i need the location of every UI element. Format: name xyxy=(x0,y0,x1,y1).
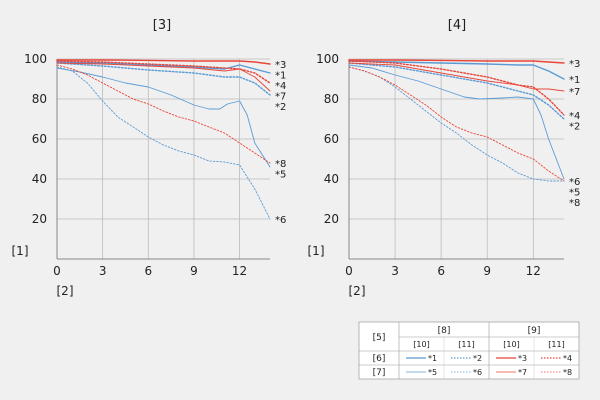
series-line-curve-7 xyxy=(348,62,565,92)
y-tick-label: 100 xyxy=(316,52,339,66)
x-axis-label: [2] xyxy=(349,284,366,298)
series-line-curve-6 xyxy=(348,66,565,182)
legend-row-label: [6] xyxy=(373,354,386,364)
y-axis-label: [1] xyxy=(12,244,29,258)
series-line-curve-3 xyxy=(348,59,565,64)
series-line-curve-2 xyxy=(56,62,271,96)
series-end-label: *1 xyxy=(275,71,286,82)
y-tick-label: 80 xyxy=(324,92,339,106)
x-tick-label: 0 xyxy=(345,264,353,278)
legend-sub-header: [10] xyxy=(413,340,429,349)
legend-item: *8 xyxy=(563,368,572,377)
right-chart: [4] 20 40 60 80 100 0 3 6 9 12 *3 *1*7 *4*2 *6*5*8 [1… xyxy=(308,18,581,298)
series-line-curve-8 xyxy=(348,66,565,182)
series-end-label: *2 xyxy=(569,122,580,133)
series-end-label: *8 xyxy=(569,198,580,209)
left-chart: [3] 20 40 60 80 100 0 3 6 9 12 *3*1*4*7*2 *8*5 *6 [1… xyxy=(12,18,287,298)
chart-title: [3] xyxy=(153,18,171,33)
series-end-label: *3 xyxy=(569,59,580,70)
series-line-curve-5 xyxy=(56,67,271,168)
x-tick-label: 3 xyxy=(391,264,399,278)
series-line-curve-8 xyxy=(56,64,271,164)
legend-item: *4 xyxy=(563,354,572,363)
legend-group-header: [9] xyxy=(528,326,541,336)
series-end-label: *7 xyxy=(275,92,286,103)
legend-item: *1 xyxy=(428,354,437,363)
x-tick-label: 0 xyxy=(53,264,61,278)
y-axis-label: [1] xyxy=(308,244,325,258)
x-tick-label: 6 xyxy=(144,264,152,278)
legend-item: *6 xyxy=(473,368,482,377)
legend-item: *2 xyxy=(473,354,482,363)
x-tick-label: 12 xyxy=(232,264,247,278)
y-tick-label: 20 xyxy=(324,212,339,226)
series-line-curve-3 xyxy=(56,59,271,65)
legend-table: [5] [8] [9] [10] [11] [10] [11] [6] [7] … xyxy=(358,321,580,380)
y-tick-label: 60 xyxy=(32,132,47,146)
series-end-label: *5 xyxy=(275,170,286,181)
x-tick-label: 9 xyxy=(483,264,491,278)
series-end-label: *4 xyxy=(569,111,580,122)
y-tick-label: 60 xyxy=(324,132,339,146)
series-line-curve-4 xyxy=(56,60,271,84)
legend-row-label: [7] xyxy=(373,368,386,378)
x-axis-label: [2] xyxy=(57,284,74,298)
legend-sub-header: [11] xyxy=(458,340,474,349)
series-line-curve-7 xyxy=(56,62,271,92)
y-tick-label: 100 xyxy=(24,52,47,66)
legend-item: *3 xyxy=(518,354,527,363)
series-end-label: *2 xyxy=(275,102,286,113)
y-tick-label: 80 xyxy=(32,92,47,106)
series-end-label: *8 xyxy=(275,159,286,170)
legend-item: *5 xyxy=(428,368,437,377)
y-tick-label: 40 xyxy=(324,172,339,186)
y-tick-label: 40 xyxy=(32,172,47,186)
series-end-label: *5 xyxy=(569,188,580,199)
series-line-curve-1 xyxy=(56,61,271,74)
series-end-label: *4 xyxy=(275,81,286,92)
series-line-curve-5 xyxy=(348,64,565,180)
legend-sub-header: [10] xyxy=(503,340,519,349)
x-tick-label: 12 xyxy=(526,264,541,278)
series-line-curve-6 xyxy=(56,66,271,220)
series-line-curve-4 xyxy=(348,60,565,116)
legend-corner: [5] xyxy=(373,333,386,343)
series-end-label: *3 xyxy=(275,60,286,71)
series-line-curve-2 xyxy=(348,62,565,120)
series-end-label: *7 xyxy=(569,87,580,98)
legend-group-header: [8] xyxy=(438,326,451,336)
series-line-curve-1 xyxy=(348,60,565,80)
y-tick-label: 20 xyxy=(32,212,47,226)
x-tick-label: 9 xyxy=(190,264,198,278)
legend-frame xyxy=(358,321,580,380)
series-end-label: *1 xyxy=(569,75,580,86)
legend-sub-header: [11] xyxy=(548,340,564,349)
x-tick-label: 3 xyxy=(99,264,107,278)
series-end-label: *6 xyxy=(569,177,580,188)
x-tick-label: 6 xyxy=(437,264,445,278)
chart-title: [4] xyxy=(448,18,466,33)
series-end-label: *6 xyxy=(275,215,286,226)
legend-item: *7 xyxy=(518,368,527,377)
